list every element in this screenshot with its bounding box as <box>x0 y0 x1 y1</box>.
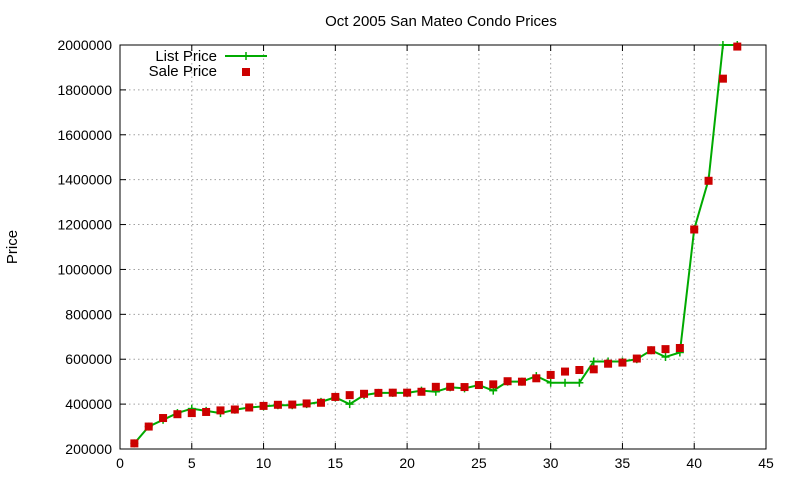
sale-price-point <box>345 391 354 400</box>
sale-price-point <box>632 354 641 363</box>
sale-price-point <box>159 414 168 423</box>
sale-price-point <box>446 382 455 391</box>
sale-price-point <box>202 407 211 416</box>
y-tick-label: 2000000 <box>57 37 112 53</box>
legend-marker-sale-price <box>242 68 250 76</box>
sale-price-point <box>546 370 555 379</box>
x-tick-label: 10 <box>256 455 272 471</box>
y-axis-label: Price <box>4 230 21 264</box>
sale-price-point <box>245 403 254 412</box>
sale-price-point <box>474 381 483 390</box>
plot-frame <box>119 44 767 450</box>
list-price-point <box>561 378 570 387</box>
sale-price-point <box>403 388 412 397</box>
x-tick-label: 15 <box>328 455 344 471</box>
sale-price-point <box>431 382 440 391</box>
legend-label-list-price: List Price <box>155 48 217 65</box>
sale-price-point <box>374 388 383 397</box>
x-tick-label: 30 <box>543 455 559 471</box>
x-tick-label: 45 <box>758 455 774 471</box>
sale-price-point <box>561 367 570 376</box>
sale-price-point <box>460 383 469 392</box>
y-tick-label: 400000 <box>65 396 112 412</box>
y-tick-label: 200000 <box>65 441 112 457</box>
x-tick-label: 35 <box>615 455 631 471</box>
sale-price-point <box>503 377 512 386</box>
y-tick-label: 1600000 <box>57 127 112 143</box>
y-tick-label: 1800000 <box>57 82 112 98</box>
y-tick-label: 800000 <box>65 306 112 322</box>
sale-price-point <box>604 359 613 368</box>
sale-price-point <box>187 409 196 418</box>
sale-price-point <box>690 225 699 234</box>
sale-price-point <box>618 358 627 367</box>
x-tick-label: 0 <box>116 455 124 471</box>
sale-price-point <box>718 74 727 83</box>
grid-layer <box>120 45 766 449</box>
sale-price-point <box>675 344 684 352</box>
y-tick-label: 1400000 <box>57 172 112 188</box>
x-tick-label: 25 <box>471 455 487 471</box>
list-price-point <box>718 41 727 49</box>
sale-price-point <box>216 406 225 415</box>
y-tick-label: 1200000 <box>57 217 112 233</box>
list-price-point <box>661 352 670 361</box>
sale-price-point <box>733 42 742 51</box>
x-tick-label: 20 <box>399 455 415 471</box>
sale-price-point <box>388 388 397 397</box>
sale-price-point <box>417 387 426 396</box>
sale-price-point <box>273 400 282 409</box>
series-layer <box>130 41 742 448</box>
list-price-point <box>575 378 584 387</box>
list-price-point <box>345 400 354 409</box>
sale-price-point <box>704 176 713 185</box>
sale-price-point <box>575 365 584 374</box>
y-tick-label: 1000000 <box>57 261 112 277</box>
sale-price-point <box>589 365 598 374</box>
sale-price-point <box>288 400 297 409</box>
sale-price-point <box>532 374 541 383</box>
sale-price-point <box>661 345 670 354</box>
sale-price-point <box>259 401 268 410</box>
sale-price-point <box>130 439 139 448</box>
sale-price-point <box>360 389 369 398</box>
sale-price-point <box>302 399 311 408</box>
x-tick-label: 40 <box>686 455 702 471</box>
sale-price-point <box>517 377 526 386</box>
sale-price-point <box>173 410 182 419</box>
sale-price-point <box>230 405 239 414</box>
sale-price-point <box>489 380 498 389</box>
sale-price-point <box>331 392 340 401</box>
axis-layer: 0 5 10 15 20 25 30 35 40 45 200000 400000 600000 8000… <box>57 37 774 471</box>
sale-price-point <box>316 398 325 407</box>
list-price-point <box>589 357 598 366</box>
sale-price-point <box>647 346 656 355</box>
y-tick-label: 600000 <box>65 351 112 367</box>
list-price-point <box>546 378 555 387</box>
sale-price-point <box>144 422 153 431</box>
legend-label-sale-price: Sale Price <box>149 63 217 80</box>
x-tick-label: 5 <box>188 455 196 471</box>
chart-title: Oct 2005 San Mateo Condo Prices <box>325 13 557 30</box>
